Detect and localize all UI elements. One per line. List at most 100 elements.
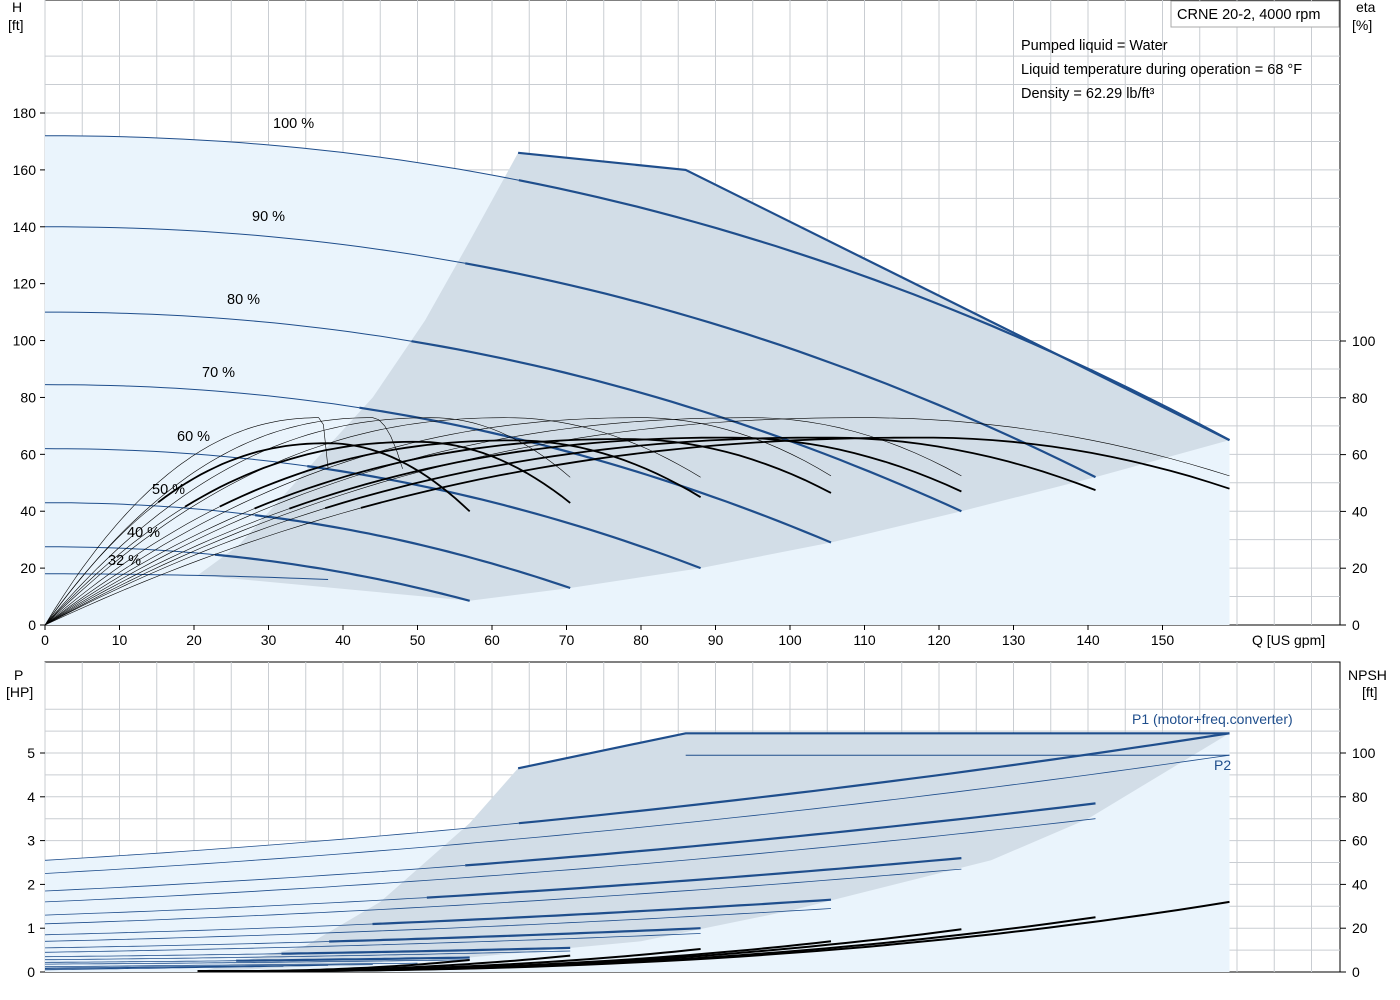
head-curve-50-thin [45, 502, 256, 516]
head-curve-32 [45, 573, 329, 580]
efficiency-curve-reference [44, 417, 571, 626]
npsh-tick-label: 40 [1352, 876, 1368, 892]
head-tick-label: 160 [13, 162, 37, 178]
head-tick-label: 20 [20, 560, 36, 576]
head-curve-80 [411, 340, 962, 513]
head-curve-90-thin [45, 226, 466, 264]
flow-tick-label: 40 [335, 632, 351, 648]
efficiency-curve-thin-start [44, 506, 220, 626]
npsh-tick-label: 100 [1352, 745, 1376, 761]
eta-tick-label: 80 [1352, 390, 1368, 406]
efficiency-curve [324, 436, 1096, 510]
efficiency-curve-reference [44, 417, 962, 626]
eta-tick-label: 100 [1352, 333, 1376, 349]
efficiency-curve [289, 436, 962, 510]
efficiency-curve-reference [44, 417, 1230, 626]
power-tick-label: 0 [27, 964, 35, 980]
head-curve-100 [518, 179, 1231, 442]
p2-curve [45, 959, 470, 965]
p1-curve-thin [44, 923, 373, 936]
p1-curve [281, 946, 571, 955]
head-axis-title: H [12, 0, 22, 15]
efficiency-curve [360, 436, 1230, 509]
info-pumped-liquid: Pumped liquid = Water [1021, 38, 1168, 54]
flow-tick-label: 90 [708, 632, 724, 648]
p2-curve [45, 950, 571, 961]
p1-curve [372, 898, 832, 926]
efficiency-curve-reference [44, 417, 701, 626]
info-liquid-temperature: Liquid temperature during operation = 68… [1021, 62, 1302, 78]
p2-curve [44, 818, 1096, 903]
p2-curve [44, 868, 962, 925]
speed-label: 32 % [108, 553, 141, 569]
head-tick-label: 80 [20, 389, 36, 405]
p2-curve [44, 908, 832, 942]
p1-curve [236, 956, 470, 962]
head-tick-label: 140 [13, 219, 37, 235]
power-tick-label: 2 [27, 876, 35, 892]
flow-tick-label: 20 [186, 632, 202, 648]
head-curve-90 [464, 262, 1096, 479]
head-axis-unit: [ft] [8, 17, 24, 33]
efficiency-curve-thin-start [44, 506, 186, 626]
head-curve-40-thin [45, 546, 215, 556]
head-efficiency-panel: 100 % 90 % 80 % 70 % 60 % 50 % 40 % 32 % 0 20 40 60… [13, 0, 1376, 648]
flow-tick-label: 80 [633, 632, 649, 648]
head-tick-label: 40 [20, 503, 36, 519]
speed-label: 80 % [227, 292, 260, 308]
power-tick-label: 3 [27, 833, 35, 849]
flow-tick-label: 10 [112, 632, 128, 648]
power-tick-label: 1 [27, 920, 35, 936]
p2-curve [44, 754, 1230, 874]
eta-tick-label: 20 [1352, 560, 1368, 576]
efficiency-curve-reference [44, 417, 329, 626]
p2-label: P2 [1214, 757, 1231, 773]
power-npsh-panel: 0 1 2 3 4 5 0 20 40 60 80 100 [27, 661, 1376, 980]
operating-region [197, 152, 1230, 601]
power-axis-title: P [14, 667, 23, 683]
efficiency-curve-thin-start [44, 508, 290, 626]
speed-label: 70 % [202, 365, 235, 381]
power-operating-region [197, 733, 1230, 972]
speed-label: 90 % [252, 209, 285, 225]
flow-tick-label: 100 [778, 632, 802, 648]
p1-curve-thin [44, 865, 466, 892]
efficiency-curve [184, 440, 571, 508]
efficiency-curve-reference [44, 417, 832, 626]
flow-tick-label: 150 [1151, 632, 1175, 648]
eta-tick-label: 0 [1352, 617, 1360, 633]
efficiency-curve-thin-start [44, 507, 326, 626]
efficiency-curve [219, 439, 702, 508]
flow-tick-label: 110 [853, 632, 876, 648]
p1-curve [518, 732, 1230, 825]
p-low-curve [44, 965, 284, 971]
eta-tick-label: 40 [1352, 503, 1368, 519]
head-tick-label: 180 [13, 105, 37, 121]
head-tick-label: 120 [13, 276, 37, 292]
flow-tick-label: 70 [559, 632, 575, 648]
p1-curve-thin [44, 822, 519, 861]
speed-label: 100 % [273, 116, 314, 132]
head-curve-70-thin [44, 384, 360, 409]
p-low-curve [44, 962, 418, 968]
flow-tick-label: 140 [1076, 632, 1100, 648]
efficiency-curve-reference [44, 417, 403, 626]
p1-curve-thin [44, 953, 282, 958]
p1-curve [329, 927, 701, 943]
eta-axis-title: eta [1356, 0, 1376, 15]
eta-axis-unit: [%] [1352, 17, 1372, 33]
head-tick-label: 60 [20, 446, 36, 462]
efficiency-curve-thin-start [44, 508, 255, 626]
p1-curve-thin [44, 897, 427, 916]
p1-label: P1 (motor+freq.converter) [1132, 711, 1293, 727]
max-power-limit-line [517, 151, 1230, 442]
head-curve-60-thin [44, 448, 308, 467]
flow-axis-label: Q [US gpm] [1252, 632, 1325, 648]
head-curve-80-thin [45, 311, 412, 342]
flow-tick-label: 130 [1002, 632, 1026, 648]
flow-tick-label: 120 [927, 632, 951, 648]
p1-curve [465, 802, 1096, 867]
head-curve-40 [214, 553, 470, 602]
power-tick-label: 4 [27, 789, 35, 805]
